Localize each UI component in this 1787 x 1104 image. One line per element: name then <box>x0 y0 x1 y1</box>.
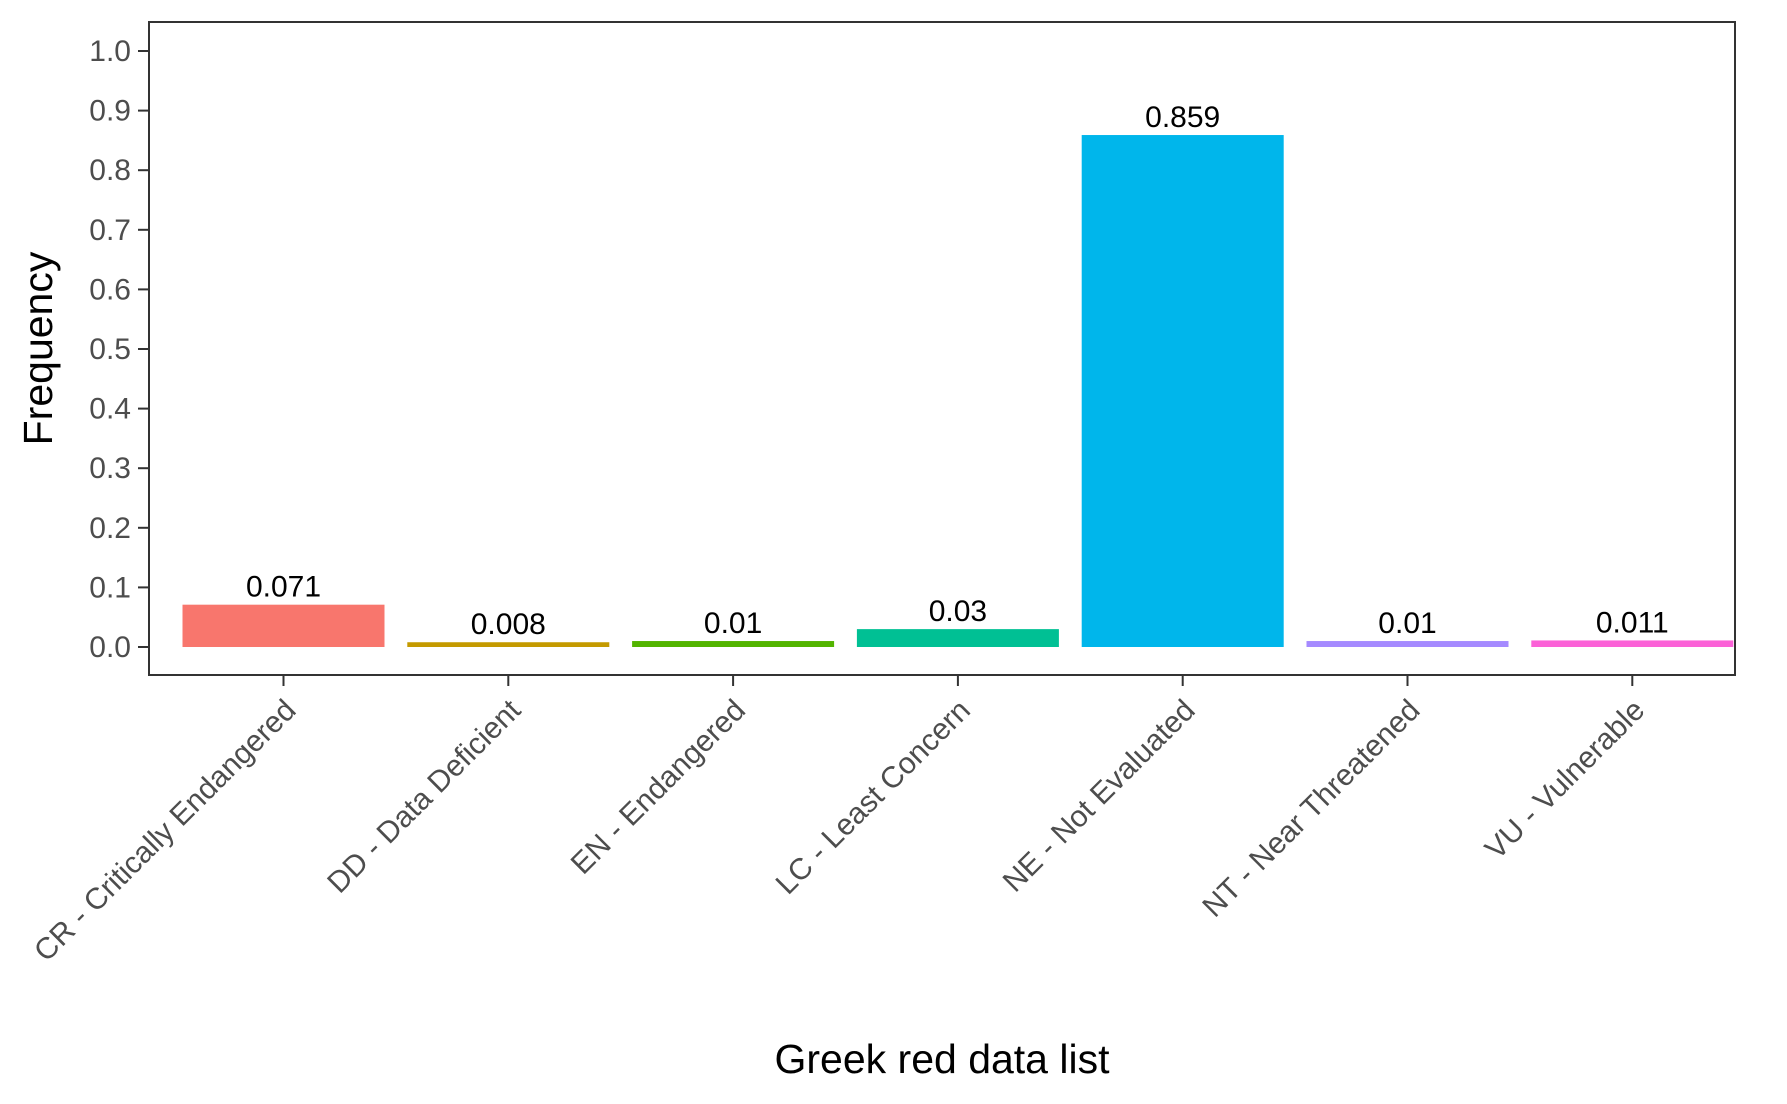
bar-value-label: 0.011 <box>1596 606 1669 639</box>
bar <box>632 641 835 647</box>
y-tick-label: 0.8 <box>89 154 131 187</box>
bar-value-label: 0.008 <box>471 608 546 641</box>
bar-value-label: 0.01 <box>1378 607 1436 640</box>
y-tick-label: 0.1 <box>89 571 131 604</box>
y-tick-label: 0.3 <box>89 452 131 485</box>
x-axis-title: Greek red data list <box>775 1036 1111 1082</box>
bar-value-label: 0.01 <box>704 607 762 640</box>
bar-value-label: 0.859 <box>1145 101 1220 134</box>
bar-value-label: 0.071 <box>246 571 321 604</box>
bars <box>182 135 1734 647</box>
data-labels: 0.071 0.008 0.01 0.03 0.859 0.01 0.011 <box>246 101 1669 641</box>
y-tick-label: 0.6 <box>89 273 131 306</box>
y-tick-label: 1.0 <box>89 35 131 68</box>
bar <box>1306 641 1509 647</box>
bar <box>1081 135 1284 647</box>
y-tick-label: 0.0 <box>89 631 131 664</box>
y-tick-label: 0.5 <box>89 333 131 366</box>
y-tick-label: 0.9 <box>89 95 131 128</box>
y-tick-label: 0.7 <box>89 214 131 247</box>
plot-panel-border <box>148 21 1736 676</box>
y-axis-title: Frequency <box>15 251 61 445</box>
y-axis: 0.0 0.1 0.2 0.3 0.4 0.5 0.6 0.7 0.8 0.9 1.0 <box>89 35 149 664</box>
bar <box>407 642 610 647</box>
y-tick-label: 0.2 <box>89 512 131 545</box>
bar <box>1531 640 1734 647</box>
bar-value-label: 0.03 <box>929 595 987 628</box>
y-tick-label: 0.4 <box>89 393 131 426</box>
bar <box>182 604 385 647</box>
bar <box>856 629 1059 647</box>
